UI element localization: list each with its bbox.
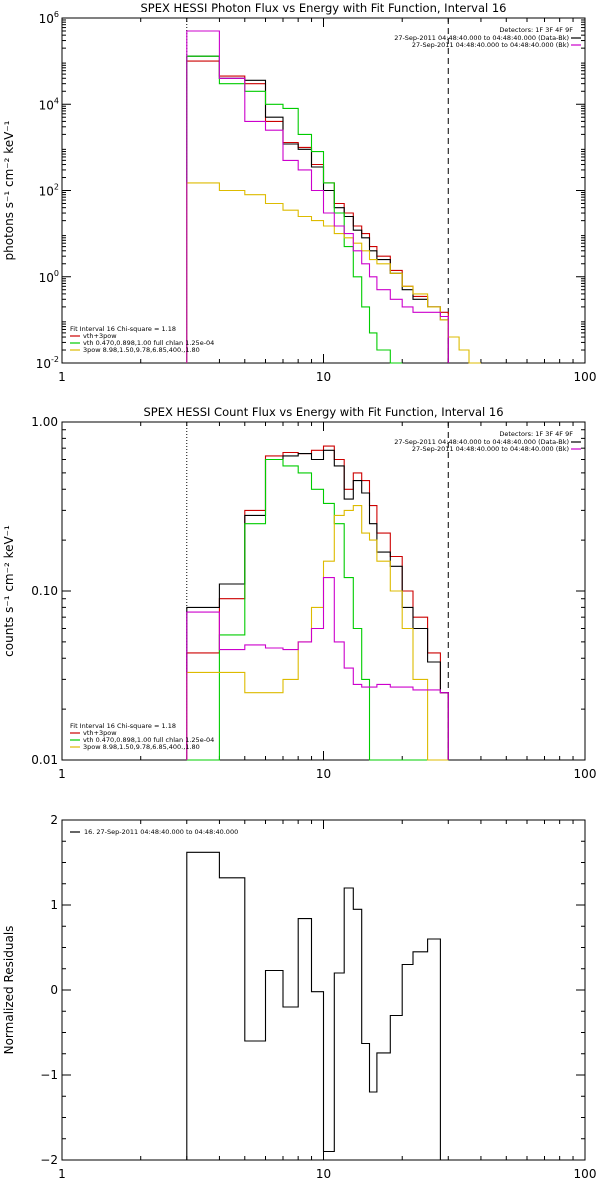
y-tick-label: 10-2 — [36, 355, 59, 371]
series-bk — [186, 577, 449, 760]
y-tick-base: 10 — [36, 357, 51, 371]
x-tick-label: 10 — [316, 1167, 331, 1181]
y-tick-label: −2 — [40, 1153, 58, 1167]
y-tick-exponent: 2 — [54, 183, 59, 192]
legend-left-entry: vth 0.470,0.898,1.00 full chlan 1.25e-04 — [83, 736, 214, 744]
chart-panel-2: SPEX HESSI Count Flux vs Energy with Fit… — [2, 405, 596, 781]
x-tick-label: 1 — [58, 370, 66, 384]
series-residuals — [186, 851, 441, 1160]
x-tick-label: 100 — [574, 767, 597, 781]
legend-detectors: Detectors: 1F 3F 4F 9F — [499, 26, 573, 34]
legend-left-entry: vth+3pow — [83, 332, 117, 340]
series-data-bk — [186, 449, 449, 760]
y-tick-base: 10 — [39, 185, 54, 199]
y-axis-label: counts s⁻¹ cm⁻² keV⁻¹ — [2, 525, 16, 657]
x-tick-label: 10 — [316, 767, 331, 781]
chart-title: SPEX HESSI Count Flux vs Energy with Fit… — [143, 405, 503, 419]
y-tick-label: 100 — [39, 269, 59, 285]
chart-title: SPEX HESSI Photon Flux vs Energy with Fi… — [140, 1, 506, 15]
y-tick-base: 10 — [39, 271, 54, 285]
series-data-bk — [186, 55, 449, 363]
y-tick-label: 1.00 — [31, 415, 58, 429]
y-tick-exponent: 0 — [54, 269, 59, 278]
x-tick-label: 1 — [58, 1167, 66, 1181]
series-bk — [186, 30, 449, 363]
series-vth-3pow — [186, 60, 449, 363]
y-tick-label: 0.10 — [31, 584, 58, 598]
chart-panel-1: SPEX HESSI Photon Flux vs Energy with Fi… — [2, 1, 596, 384]
y-tick-label: 102 — [39, 183, 59, 199]
series-vth-3pow — [186, 445, 449, 760]
x-tick-label: 10 — [316, 370, 331, 384]
y-tick-label: 104 — [39, 96, 59, 112]
legend-left-entry: 3pow 8.98,1.50,9.78,6.85,400.,1.80 — [83, 346, 200, 354]
y-tick-label: 1 — [50, 898, 58, 912]
x-tick-label: 100 — [574, 370, 597, 384]
legend-detectors: Detectors: 1F 3F 4F 9F — [499, 430, 573, 438]
legend-inset-entry: 16. 27-Sep-2011 04:48:40.000 to 04:48:40… — [84, 828, 238, 836]
y-tick-label: 0 — [50, 983, 58, 997]
legend-fit-interval: Fit Interval 16 Chi-square = 1.18 — [70, 325, 176, 333]
legend-left-entry: vth 0.470,0.898,1.00 full chlan 1.25e-04 — [83, 339, 214, 347]
series-vth — [186, 458, 449, 761]
legend-right-entry: 27-Sep-2011 04:48:40.000 to 04:48:40.000… — [412, 445, 569, 453]
chart-panel-3: Normalized Residuals 1 10 100 −2 −1 0 1 2 16. 27-… — [2, 813, 596, 1181]
legend-right-entry: 27-Sep-2011 04:48:40.000 to 04:48:40.000… — [412, 41, 569, 49]
legend-right-entry: 27-Sep-2011 04:48:40.000 to 04:48:40.000… — [394, 438, 569, 446]
y-tick-base: 10 — [39, 98, 54, 112]
x-tick-label: 1 — [58, 767, 66, 781]
y-tick-label: 2 — [50, 813, 58, 827]
legend-right-entry: 27-Sep-2011 04:48:40.000 to 04:48:40.000… — [394, 34, 569, 42]
x-tick-label: 100 — [574, 1167, 597, 1181]
series-3pow — [186, 505, 449, 761]
y-tick-label: −1 — [40, 1068, 58, 1082]
y-tick-base: 10 — [39, 12, 54, 26]
y-tick-exponent: 6 — [54, 10, 59, 19]
y-tick-label: 0.01 — [31, 753, 58, 767]
series-vth — [186, 55, 403, 364]
legend-fit-interval: Fit Interval 16 Chi-square = 1.18 — [70, 722, 176, 730]
y-tick-exponent: -2 — [51, 355, 59, 364]
y-axis-label: Normalized Residuals — [2, 926, 16, 1055]
legend-left-entry: 3pow 8.98,1.50,9.78,6.85,400.,1.80 — [83, 743, 200, 751]
legend-left-entry: vth+3pow — [83, 729, 117, 737]
y-tick-exponent: 4 — [54, 96, 59, 105]
y-tick-label: 106 — [39, 10, 59, 26]
y-axis-label: photons s⁻¹ cm⁻² keV⁻¹ — [2, 120, 16, 260]
